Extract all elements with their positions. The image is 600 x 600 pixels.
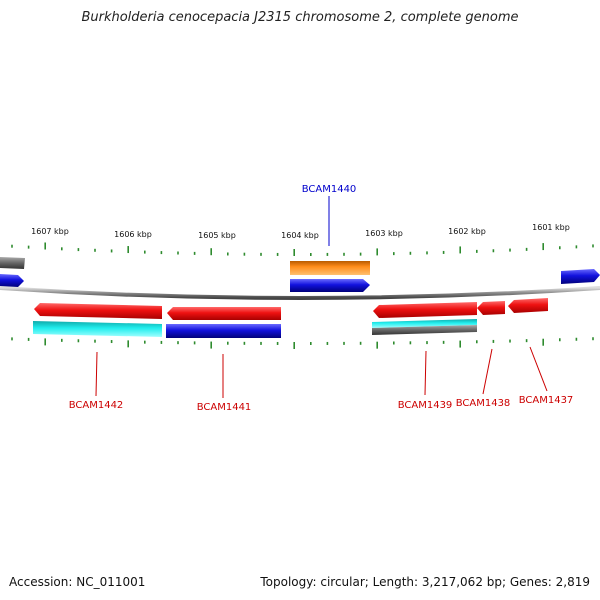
feature-cyan[interactable] — [33, 321, 162, 337]
gene-label-bcam1437[interactable]: BCAM1437 — [519, 395, 574, 406]
feature-blue-bottom[interactable] — [166, 324, 281, 338]
feature-blue-left[interactable] — [0, 274, 24, 287]
feature-bcam1437[interactable] — [508, 298, 548, 313]
feature-bcam1438[interactable] — [477, 301, 505, 315]
feature-gray-small[interactable] — [372, 325, 477, 335]
callout-bcam1442 — [95, 351, 98, 397]
scale-label-1604: 1604 kbp — [281, 231, 319, 240]
scale-label-1602: 1602 kbp — [448, 227, 486, 236]
scale-label-1606: 1606 kbp — [114, 230, 152, 239]
feature-bcam1439[interactable] — [373, 302, 477, 318]
scale-label-1603: 1603 kbp — [365, 229, 403, 238]
gene-label-bcam1440[interactable]: BCAM1440 — [302, 184, 357, 195]
callout-bcam1439 — [424, 350, 427, 396]
gene-label-bcam1441[interactable]: BCAM1441 — [197, 402, 252, 413]
gene-label-bcam1442[interactable]: BCAM1442 — [69, 400, 124, 411]
feature-orange[interactable] — [290, 261, 370, 275]
gene-label-bcam1439[interactable]: BCAM1439 — [398, 400, 453, 411]
feature-gray-left[interactable] — [0, 257, 25, 269]
map-title: Burkholderia cenocepacia J2315 chromosom… — [81, 10, 519, 25]
scale-ticks-top — [11, 242, 594, 256]
gene-label-bcam1438[interactable]: BCAM1438 — [456, 398, 511, 409]
feature-bcam1441[interactable] — [167, 307, 281, 320]
scale-label-1601: 1601 kbp — [532, 223, 570, 232]
feature-blue-right[interactable] — [561, 269, 600, 284]
scale-ticks-bottom — [11, 337, 594, 349]
scale-label-1605: 1605 kbp — [198, 231, 236, 240]
accession-text: Accession: NC_011001 — [9, 575, 146, 589]
feature-bcam1440[interactable] — [290, 279, 370, 292]
callout-bcam1438 — [482, 348, 493, 395]
scale-label-1607: 1607 kbp — [31, 227, 69, 236]
feature-bcam1442[interactable] — [34, 303, 162, 319]
chromosome-backbone — [0, 286, 600, 300]
callout-bcam1437 — [529, 346, 548, 392]
genome-summary-text: Topology: circular; Length: 3,217,062 bp… — [260, 575, 590, 589]
